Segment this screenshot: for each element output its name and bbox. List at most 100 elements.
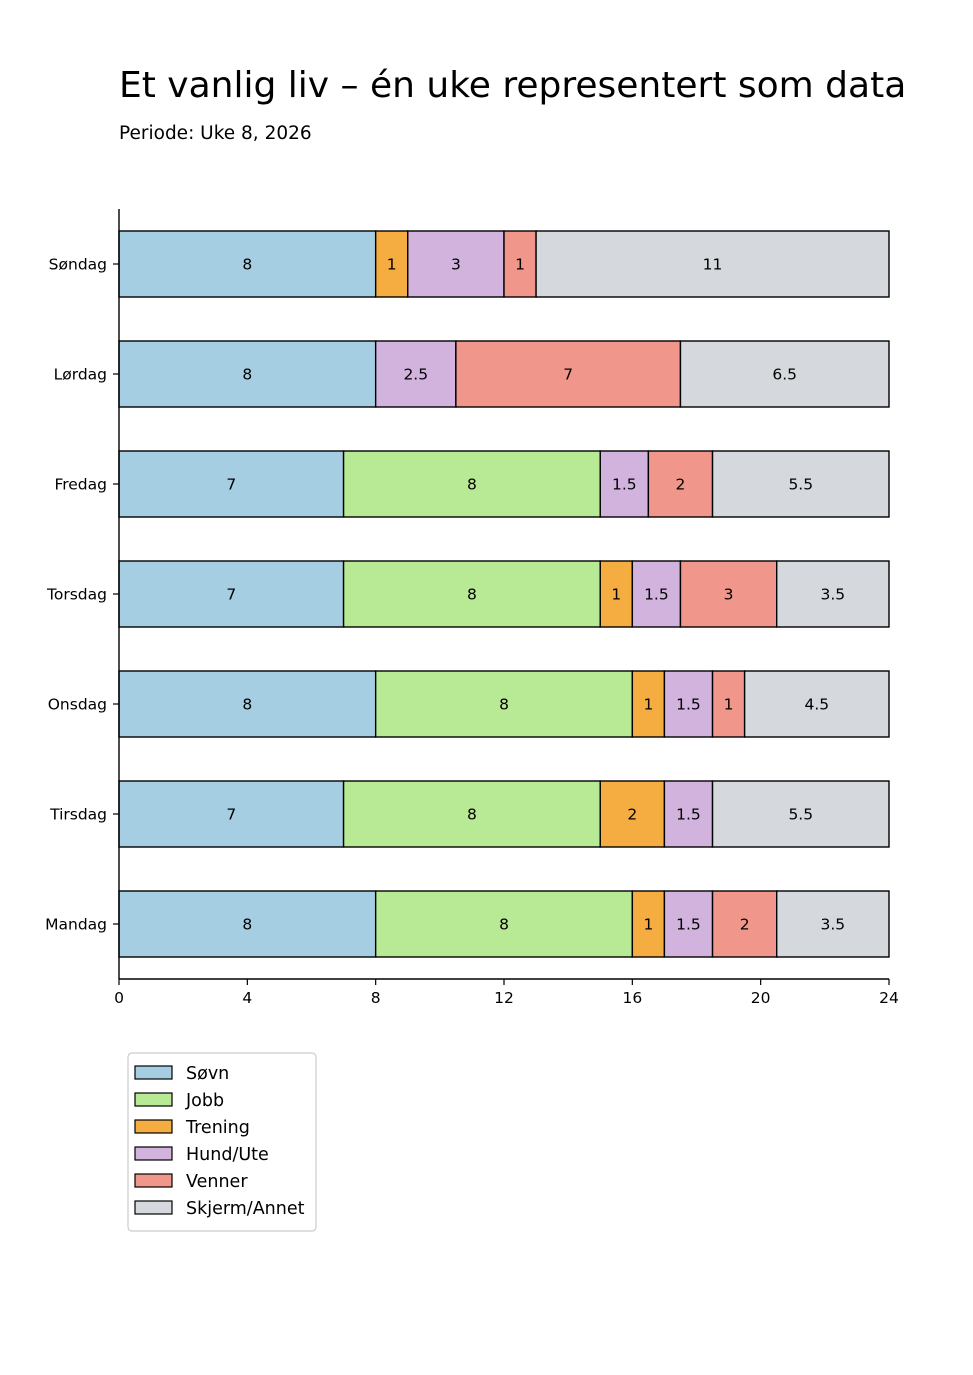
bar-fredag-skjerm-annet [711, 450, 890, 518]
bar-tirsdag-sovn [118, 780, 345, 848]
legend-swatch-hund-ute [134, 1146, 173, 1161]
data-label: 7 [226, 476, 236, 494]
bar-torsdag-venner [679, 560, 778, 628]
legend-label-skjerm-annet: Skjerm/Annet [186, 1199, 305, 1219]
bar-mandag-trening [631, 890, 666, 958]
data-label: 1 [515, 256, 525, 274]
data-label: 6.5 [772, 366, 797, 384]
data-label: 1.5 [676, 916, 701, 934]
legend-frame [127, 1052, 317, 1232]
x-tick-label: 24 [879, 989, 899, 1007]
data-label: 1.5 [676, 696, 701, 714]
bar-fredag-sovn [118, 450, 345, 518]
bar-tirsdag-jobb [342, 780, 601, 848]
data-label: 1 [724, 696, 734, 714]
chart-title: Et vanlig liv – én uke representert som … [119, 65, 906, 106]
bar-onsdag-skjerm-annet [743, 670, 890, 738]
bar-torsdag-jobb [342, 560, 601, 628]
data-label: 2 [740, 916, 750, 934]
data-label: 1 [643, 916, 653, 934]
legend-swatch-jobb [134, 1092, 173, 1107]
bar-lordag-sovn [118, 340, 377, 408]
x-tick-label: 20 [751, 989, 771, 1007]
bar-onsdag-venner [711, 670, 746, 738]
y-tick-label: Torsdag [46, 586, 107, 604]
bar-onsdag-jobb [374, 670, 634, 738]
bar-onsdag-sovn [118, 670, 377, 738]
y-tick-label: Tirsdag [49, 806, 107, 824]
legend-swatch-sovn [134, 1065, 173, 1080]
data-label: 1.5 [612, 476, 637, 494]
legend-label-trening: Trening [185, 1118, 250, 1138]
data-label: 3 [451, 256, 461, 274]
data-label: 2 [676, 476, 686, 494]
data-label: 8 [242, 366, 252, 384]
data-label: 8 [499, 916, 509, 934]
legend-swatch-trening [134, 1119, 173, 1134]
data-label: 1 [643, 696, 653, 714]
bar-tirsdag-trening [599, 780, 666, 848]
bars-layer: 8 1 3 1 118 2.5 7 6.57 8 1.5 2 5.57 8 1 1.5 3 3.58 8 1 1.5 1… [118, 230, 890, 958]
bar-sondag-sovn [118, 230, 377, 298]
bar-mandag-skjerm-annet [776, 890, 890, 958]
legend-label-hund-ute: Hund/Ute [186, 1145, 269, 1165]
bar-sondag-skjerm-annet [535, 230, 890, 298]
y-tick-label: Søndag [49, 256, 107, 274]
bar-mandag-venner [711, 890, 778, 958]
bar-sondag-hund-ute [407, 230, 505, 298]
y-tick-label: Lørdag [54, 366, 107, 384]
legend-label-sovn: Søvn [186, 1064, 229, 1084]
data-label: 1 [387, 256, 397, 274]
legend-label-jobb: Jobb [185, 1091, 224, 1111]
bar-onsdag-trening [631, 670, 666, 738]
x-tick-label: 12 [494, 989, 514, 1007]
bar-lordag-hund-ute [374, 340, 457, 408]
legend-swatch-skjerm-annet [134, 1200, 173, 1215]
y-tick-label: Mandag [45, 916, 107, 934]
data-label: 3.5 [821, 586, 846, 604]
bar-tirsdag-skjerm-annet [711, 780, 890, 848]
data-label: 8 [499, 696, 509, 714]
data-label: 8 [242, 256, 252, 274]
legend-swatch-venner [134, 1173, 173, 1188]
data-label: 8 [467, 476, 477, 494]
data-label: 7 [226, 586, 236, 604]
axes-layer: Søndag Lørdag Fredag Torsdag Onsdag Tirsdag Ma… [45, 209, 899, 1007]
data-label: 4.5 [804, 696, 829, 714]
x-tick-label: 16 [622, 989, 642, 1007]
data-label: 3.5 [821, 916, 846, 934]
data-label: 1.5 [676, 806, 701, 824]
data-label: 8 [467, 586, 477, 604]
data-label: 7 [226, 806, 236, 824]
data-label: 2 [627, 806, 637, 824]
legend: Søvn Jobb Trening Hund/Ute Venner Skjerm/Anne… [127, 1052, 317, 1232]
data-label: 1 [611, 586, 621, 604]
y-tick-label: Fredag [54, 476, 107, 494]
x-tick-label: 8 [371, 989, 381, 1007]
data-label: 8 [242, 916, 252, 934]
bar-mandag-hund-ute [663, 890, 714, 958]
x-tick-label: 4 [242, 989, 252, 1007]
data-label: 5.5 [788, 806, 813, 824]
bar-lordag-skjerm-annet [679, 340, 890, 408]
bar-torsdag-skjerm-annet [776, 560, 890, 628]
data-label: 2.5 [403, 366, 428, 384]
bar-sondag-trening [374, 230, 409, 298]
data-label: 3 [724, 586, 734, 604]
data-label: 8 [467, 806, 477, 824]
x-tick-label: 0 [114, 989, 124, 1007]
legend-label-venner: Venner [186, 1172, 248, 1192]
bar-lordag-venner [455, 340, 682, 408]
y-tick-label: Onsdag [48, 696, 107, 714]
bar-torsdag-hund-ute [631, 560, 682, 628]
data-label: 1.5 [644, 586, 669, 604]
bar-torsdag-trening [599, 560, 634, 628]
data-label: 8 [242, 696, 252, 714]
bar-fredag-venner [647, 450, 714, 518]
data-label: 7 [563, 366, 573, 384]
data-label: 11 [703, 256, 723, 274]
data-label: 5.5 [788, 476, 813, 494]
chart-subtitle: Periode: Uke 8, 2026 [119, 123, 312, 144]
bar-fredag-hund-ute [599, 450, 650, 518]
